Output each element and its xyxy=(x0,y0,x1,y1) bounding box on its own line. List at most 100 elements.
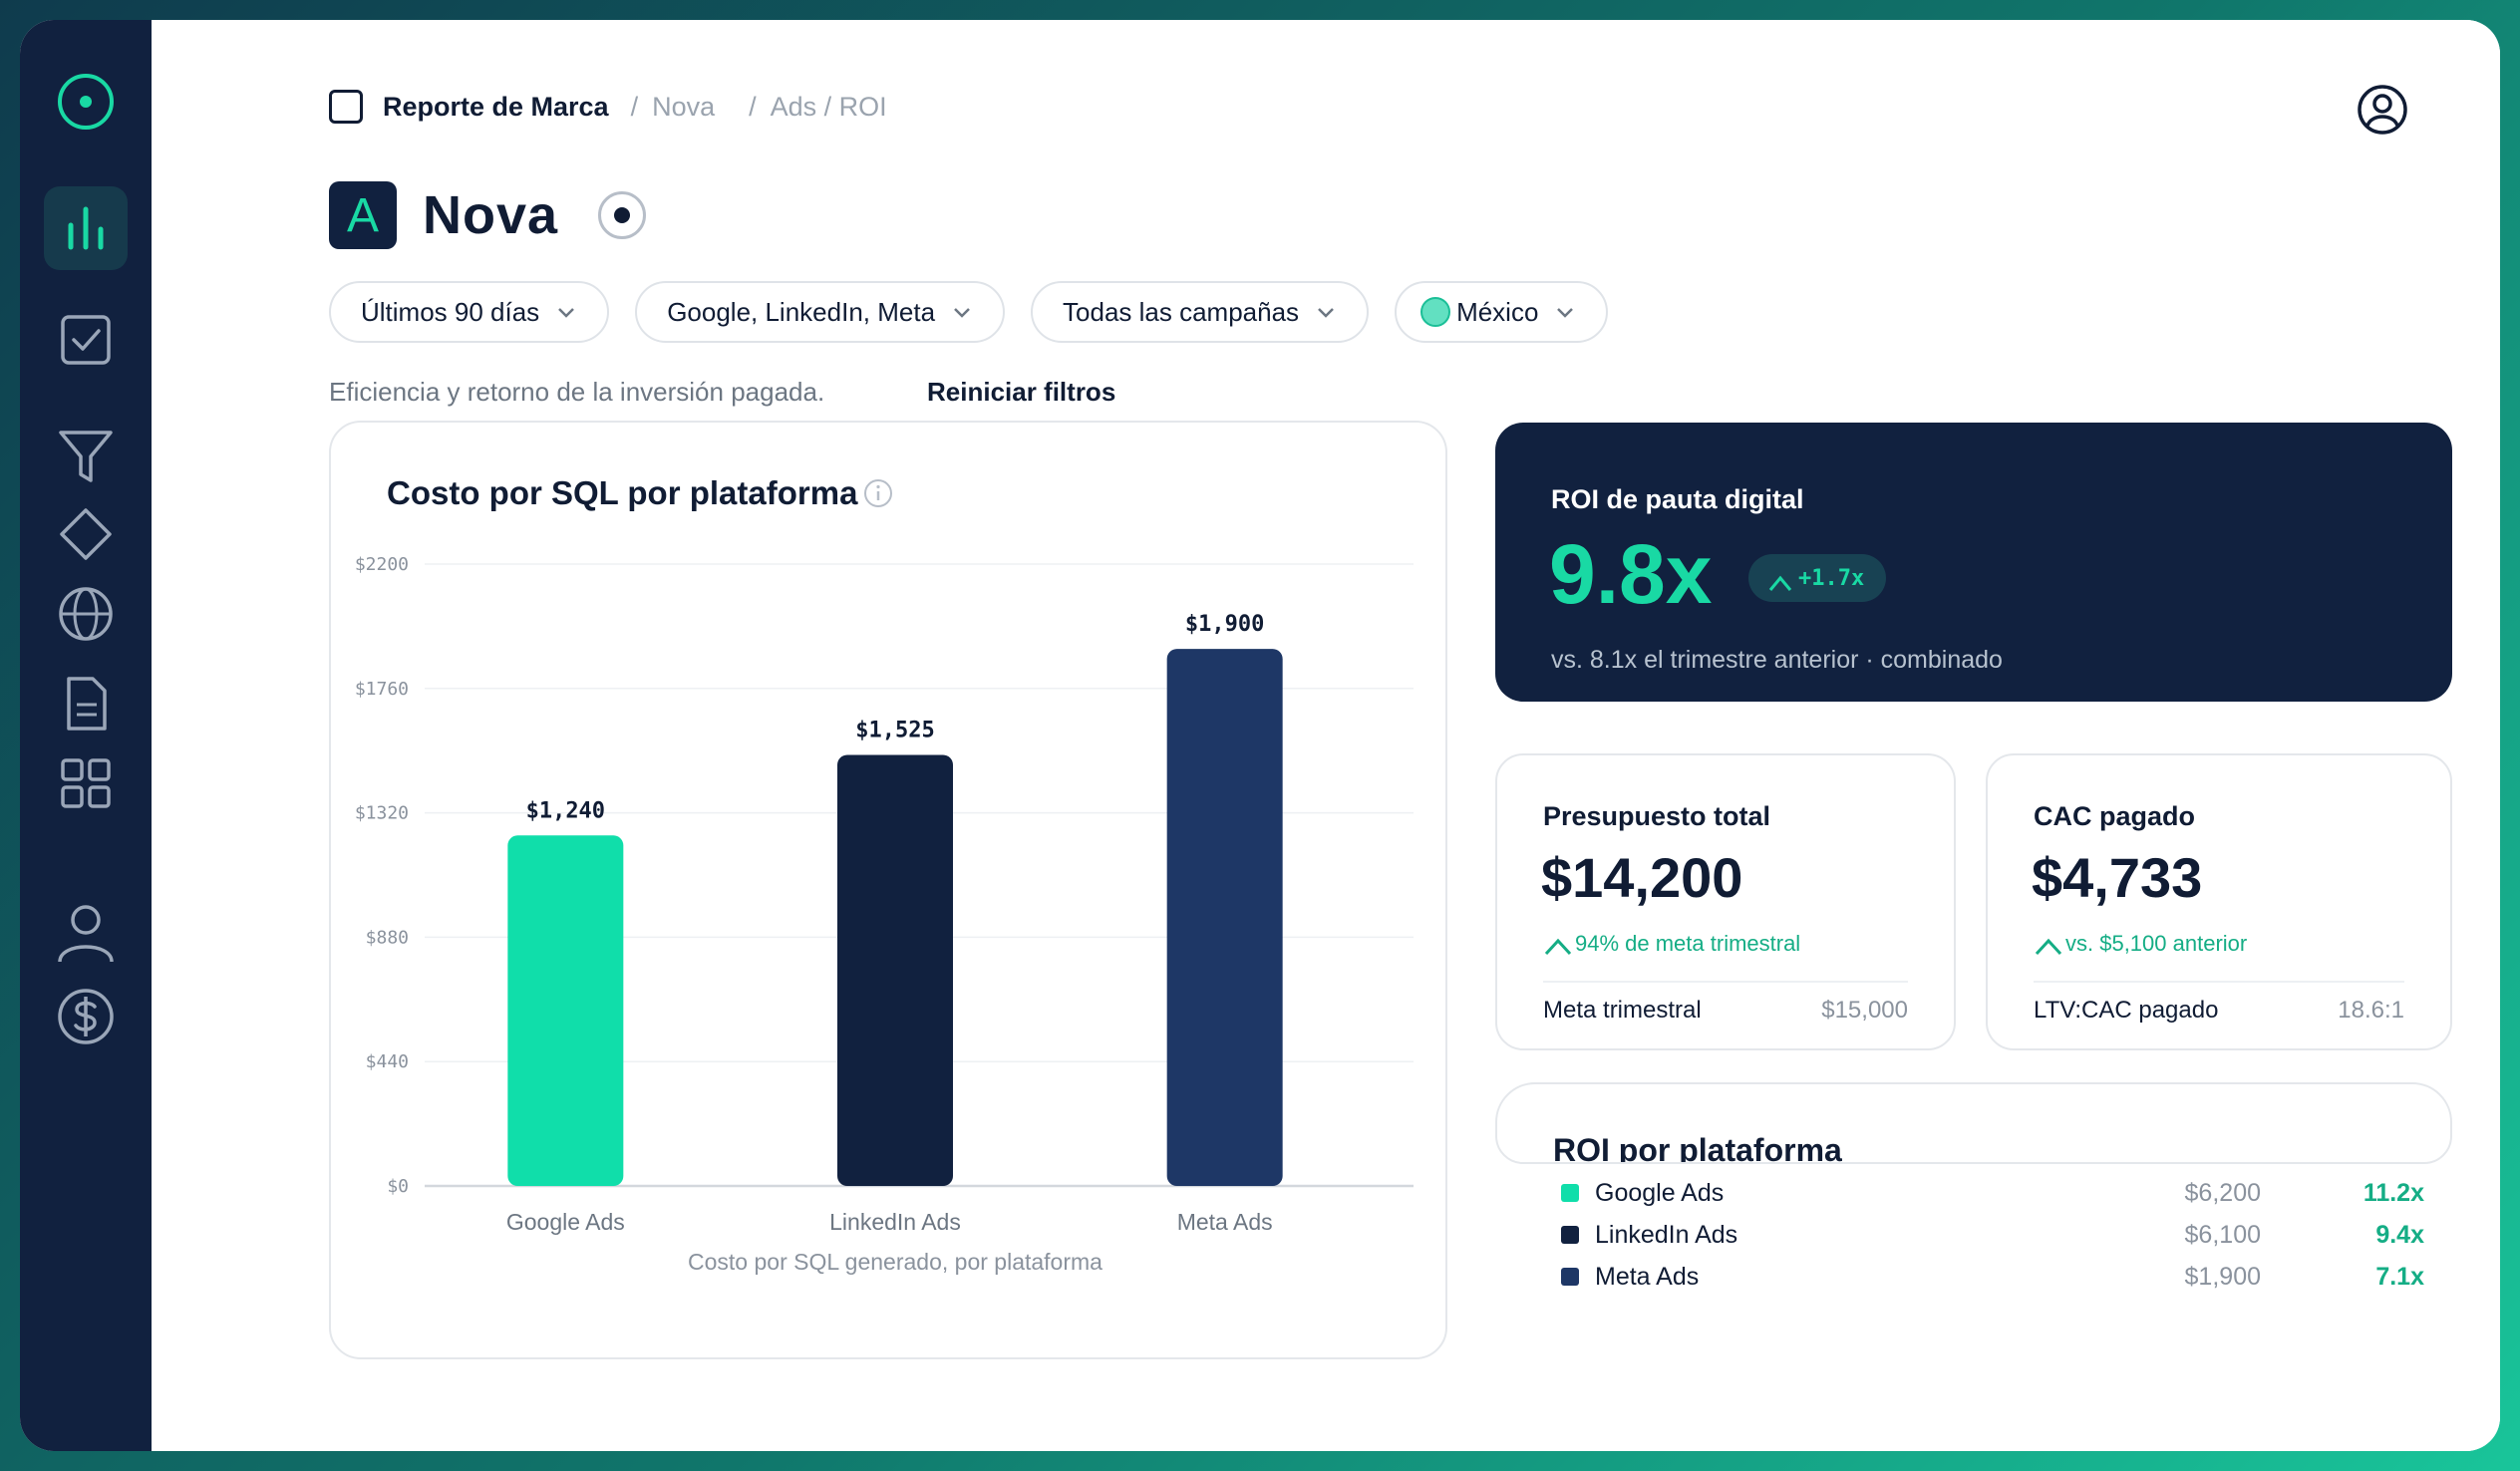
budget-foot-label: Meta trimestral xyxy=(1543,997,1702,1024)
list-item[interactable]: Meta Ads $1,900 7.1x xyxy=(1561,1256,2424,1298)
x-tick-label: Google Ads xyxy=(506,1209,625,1235)
platform-roi-card: ROI por plataforma xyxy=(1495,1082,2452,1164)
platform-name: Google Ads xyxy=(1595,1178,1725,1207)
cac-card: CAC pagado $4,733 vs. $5,100 anterior LT… xyxy=(1986,753,2452,1050)
budget-trend: 94% de meta trimestral xyxy=(1543,931,1800,957)
period-filter[interactable]: Últimos 90 días xyxy=(329,281,610,343)
budget-foot-value: $15,000 xyxy=(1821,997,1908,1024)
select-checkbox[interactable] xyxy=(329,90,363,124)
platform-name: Meta Ads xyxy=(1595,1262,1700,1291)
platform-spend: $6,200 xyxy=(2184,1178,2261,1207)
platform-filter[interactable]: Google, LinkedIn, Meta xyxy=(635,281,1006,343)
campaign-filter-value: Todas las campañas xyxy=(1063,296,1300,327)
trend-up-icon xyxy=(1768,575,1792,591)
bar-value-label: $1,900 xyxy=(1185,612,1264,637)
main-content: Reporte de Marca / Nova / Ads / ROI A No… xyxy=(152,20,2500,1451)
platform-roi: 11.2x xyxy=(2362,1178,2424,1207)
budget-label: Presupuesto total xyxy=(1543,801,1771,831)
y-tick-label: $0 xyxy=(387,1176,409,1197)
globe-icon[interactable] xyxy=(44,572,128,656)
x-tick-label: LinkedIn Ads xyxy=(829,1209,961,1235)
bar xyxy=(507,835,624,1186)
divider xyxy=(2034,981,2404,983)
platform-roi: 7.1x xyxy=(2375,1262,2424,1291)
cac-label: CAC pagado xyxy=(2034,801,2195,831)
cac-footer: LTV:CAC pagado 18.6:1 xyxy=(2034,997,2404,1025)
legend-swatch xyxy=(1561,1184,1579,1202)
list-item[interactable]: Google Ads $6,200 11.2x xyxy=(1561,1172,2424,1214)
country-filter[interactable]: México xyxy=(1395,281,1609,343)
page-description: Eficiencia y retorno de la inversión pag… xyxy=(329,377,825,407)
cac-trend-text: vs. $5,100 anterior xyxy=(2065,931,2248,956)
breadcrumb: Reporte de Marca / Nova / Ads / ROI xyxy=(329,90,887,124)
x-tick-label: Meta Ads xyxy=(1177,1209,1273,1235)
diamond-icon[interactable] xyxy=(44,492,128,576)
bar-chart-icon[interactable] xyxy=(44,186,128,270)
y-tick-label: $440 xyxy=(366,1051,409,1072)
list-item[interactable]: LinkedIn Ads $6,100 9.4x xyxy=(1561,1214,2424,1256)
page-header: A Nova xyxy=(329,181,647,249)
platform-name: LinkedIn Ads xyxy=(1595,1220,1738,1249)
budget-trend-text: 94% de meta trimestral xyxy=(1575,931,1801,956)
bar-value-label: $1,240 xyxy=(526,798,605,823)
y-tick-label: $1320 xyxy=(355,803,409,824)
page-title: Nova xyxy=(423,185,559,245)
cost-per-sql-chart: $0 $440 $880 $1320 $1760 $2200 $1,240 Google Ad… xyxy=(329,421,1447,1359)
bar xyxy=(837,754,953,1186)
record-button[interactable] xyxy=(598,191,647,239)
platform-spend: $1,900 xyxy=(2184,1262,2261,1291)
chart-title-row: Costo por SQL por plataforma xyxy=(387,474,893,512)
breadcrumb-level1[interactable]: Nova xyxy=(652,91,716,122)
cac-foot-label: LTV:CAC pagado xyxy=(2034,997,2219,1024)
platform-roi-list: Google Ads $6,200 11.2x LinkedIn Ads $6,… xyxy=(1561,1172,2424,1298)
divider xyxy=(1543,981,1908,983)
budget-card: Presupuesto total $14,200 94% de meta tr… xyxy=(1495,753,1956,1050)
reset-filters-link[interactable]: Reiniciar filtros xyxy=(927,377,1116,407)
target-icon[interactable] xyxy=(44,60,128,144)
cac-value: $4,733 xyxy=(2032,846,2203,909)
checkbox-icon[interactable] xyxy=(44,298,128,382)
period-filter-value: Últimos 90 días xyxy=(361,296,540,327)
breadcrumb-root[interactable]: Reporte de Marca xyxy=(383,91,609,122)
bar-value-label: $1,525 xyxy=(855,718,934,742)
roi-delta: +1.7x xyxy=(1798,565,1865,591)
platform-roi: 9.4x xyxy=(2375,1220,2424,1249)
country-flag-icon xyxy=(1420,297,1451,327)
account-icon[interactable] xyxy=(2357,84,2408,136)
breadcrumb-level2[interactable]: Ads / ROI xyxy=(770,91,887,122)
trend-up-icon xyxy=(1544,938,1572,956)
grid-icon[interactable] xyxy=(44,741,128,825)
breadcrumb-separator: / xyxy=(630,91,639,122)
cac-trend: vs. $5,100 anterior xyxy=(2034,931,2247,957)
roi-label: ROI de pauta digital xyxy=(1551,484,1804,514)
platform-roi-title: ROI por plataforma xyxy=(1553,1132,1842,1164)
chevron-down-icon xyxy=(954,308,970,318)
chart-title: Costo por SQL por plataforma xyxy=(387,474,858,511)
bar xyxy=(1166,649,1283,1186)
user-icon[interactable] xyxy=(44,891,128,975)
app-window: Reporte de Marca / Nova / Ads / ROI A No… xyxy=(20,20,2500,1451)
breadcrumb-separator: / xyxy=(749,91,757,122)
y-tick-label: $880 xyxy=(366,927,409,948)
dollar-icon[interactable] xyxy=(44,975,128,1058)
info-icon[interactable] xyxy=(863,478,893,508)
funnel-icon[interactable] xyxy=(44,414,128,497)
document-icon[interactable] xyxy=(44,662,128,745)
chart-canvas: $0 $440 $880 $1320 $1760 $2200 $1,240 Google Ad… xyxy=(355,554,1414,1275)
roi-value: 9.8x xyxy=(1549,527,1713,621)
chevron-down-icon xyxy=(1318,308,1334,318)
legend-swatch xyxy=(1561,1226,1579,1244)
y-tick-label: $1760 xyxy=(355,679,409,700)
roi-delta-badge: +1.7x xyxy=(1748,554,1887,602)
roi-card: ROI de pauta digital 9.8x +1.7x vs. 8.1x… xyxy=(1495,423,2452,702)
sidebar xyxy=(20,20,152,1451)
cac-foot-value: 18.6:1 xyxy=(2338,997,2404,1024)
filter-bar: Últimos 90 días Google, LinkedIn, Meta T… xyxy=(329,281,1609,343)
budget-value: $14,200 xyxy=(1541,846,1743,909)
chevron-down-icon xyxy=(1557,308,1574,318)
legend-swatch xyxy=(1561,1268,1579,1286)
y-tick-label: $2200 xyxy=(355,554,409,575)
campaign-filter[interactable]: Todas las campañas xyxy=(1031,281,1370,343)
roi-subtitle: vs. 8.1x el trimestre anterior · combina… xyxy=(1551,646,2003,674)
brand-logo: A xyxy=(329,181,397,249)
